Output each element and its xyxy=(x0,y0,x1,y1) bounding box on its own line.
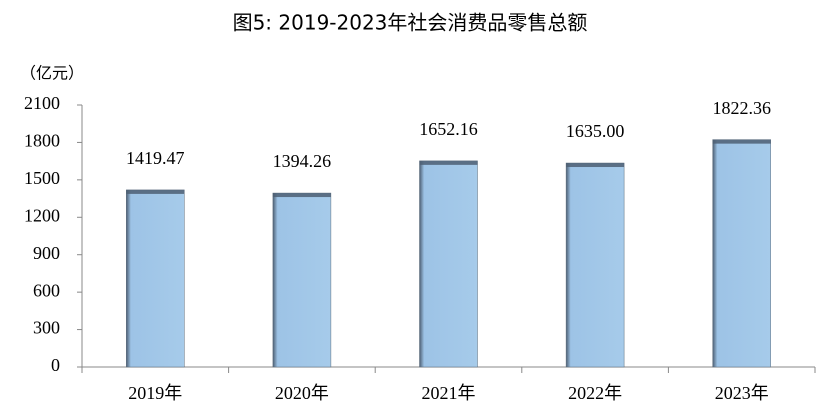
x-tick-label: 2021年 xyxy=(422,383,476,403)
bar xyxy=(565,162,625,368)
y-tick-label: 1500 xyxy=(24,168,60,188)
bar xyxy=(126,189,185,368)
value-label: 1419.47 xyxy=(126,148,185,168)
y-tick-label: 0 xyxy=(51,355,60,375)
bar xyxy=(712,139,771,368)
y-tick-label: 900 xyxy=(33,243,60,263)
y-axis-label: （亿元） xyxy=(20,64,84,83)
bar-top-shade xyxy=(419,160,478,165)
bar xyxy=(419,160,478,368)
y-tick-label: 2100 xyxy=(24,93,60,113)
y-tick-label: 1800 xyxy=(24,131,60,151)
bar-top-shade xyxy=(566,163,625,168)
bar xyxy=(272,192,332,368)
y-tick-label: 1200 xyxy=(24,205,60,225)
bar-top-shade xyxy=(272,193,331,198)
y-tick-label: 300 xyxy=(33,318,60,338)
value-label: 1822.36 xyxy=(712,98,771,118)
value-label: 1635.00 xyxy=(566,121,625,141)
x-tick-label: 2020年 xyxy=(275,383,329,403)
x-tick-label: 2019年 xyxy=(128,383,182,403)
x-tick-label: 2023年 xyxy=(715,383,769,403)
bar-top-shade xyxy=(126,189,185,194)
chart-title: 图5: 2019-2023年社会消费品零售总额 xyxy=(233,11,588,35)
bar-top-shade xyxy=(712,139,771,144)
value-label: 1394.26 xyxy=(273,151,332,171)
value-label: 1652.16 xyxy=(419,119,478,139)
y-tick-label: 600 xyxy=(33,280,60,300)
x-tick-label: 2022年 xyxy=(568,383,622,403)
